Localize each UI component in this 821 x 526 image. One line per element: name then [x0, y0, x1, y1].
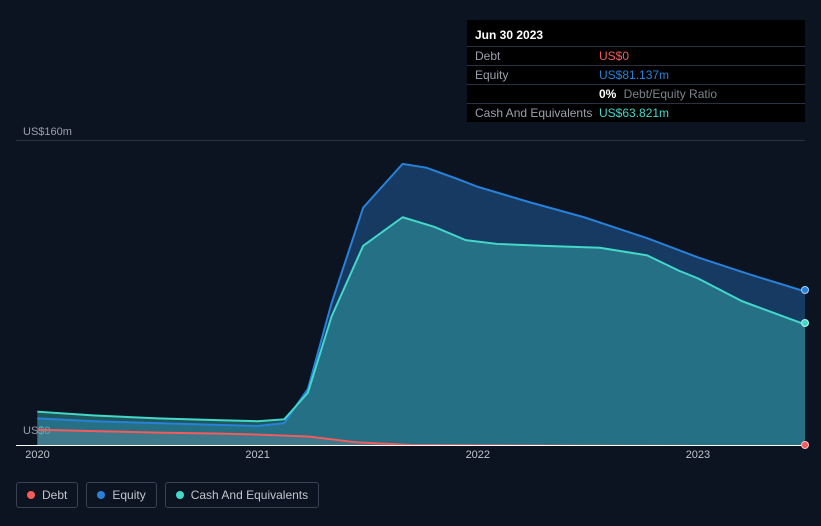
legend-item[interactable]: Debt: [16, 482, 78, 508]
x-axis-tick: 2023: [686, 449, 710, 461]
legend-item[interactable]: Equity: [86, 482, 156, 508]
tooltip-row: Cash And EquivalentsUS$63.821m: [467, 103, 805, 122]
legend-label: Equity: [112, 488, 145, 502]
y-axis-label-max: US$160m: [23, 126, 72, 138]
tooltip-row: 0% Debt/Equity Ratio: [467, 84, 805, 103]
tooltip-row-value: 0% Debt/Equity Ratio: [599, 87, 717, 101]
legend-swatch: [97, 491, 105, 499]
series-endpoint-dot: [801, 441, 809, 449]
legend-swatch: [27, 491, 35, 499]
legend-swatch: [176, 491, 184, 499]
legend-label: Debt: [42, 488, 67, 502]
tooltip-row-label: [475, 87, 599, 101]
tooltip-row-value: US$81.137m: [599, 68, 669, 82]
legend-label: Cash And Equivalents: [191, 488, 308, 502]
x-axis-tick: 2022: [466, 449, 490, 461]
tooltip-row-value: US$0: [599, 49, 629, 63]
tooltip-row-label: Debt: [475, 49, 599, 63]
x-axis-tick: 2020: [25, 449, 49, 461]
tooltip-row: DebtUS$0: [467, 46, 805, 65]
chart-tooltip: Jun 30 2023 DebtUS$0EquityUS$81.137m0% D…: [467, 20, 805, 122]
series-endpoint-dot: [801, 286, 809, 294]
x-axis-line: [16, 445, 805, 446]
chart-legend: Debt Equity Cash And Equivalents: [16, 482, 319, 508]
x-axis-tick: 2021: [245, 449, 269, 461]
tooltip-row: EquityUS$81.137m: [467, 65, 805, 84]
tooltip-row-label: Equity: [475, 68, 599, 82]
chart-plot-area[interactable]: [16, 140, 805, 445]
legend-item[interactable]: Cash And Equivalents: [165, 482, 319, 508]
series-endpoint-dot: [801, 319, 809, 327]
tooltip-row-value: US$63.821m: [599, 106, 669, 120]
tooltip-row-label: Cash And Equivalents: [475, 106, 599, 120]
tooltip-date: Jun 30 2023: [467, 26, 805, 46]
area-chart-svg: [16, 141, 805, 446]
